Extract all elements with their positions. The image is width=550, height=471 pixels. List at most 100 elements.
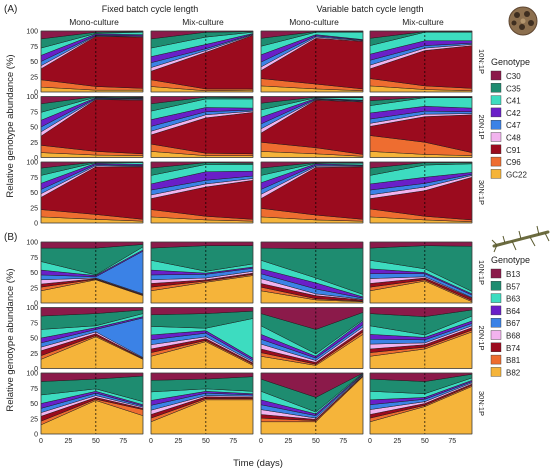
y-tick-label: 100 xyxy=(26,94,38,101)
facet-frame xyxy=(260,161,364,224)
y-tick-label: 50 xyxy=(30,401,38,408)
x-tick-label: 50 xyxy=(421,438,429,445)
facet-frame xyxy=(369,96,473,158)
row-label-a-3: 30N:1P xyxy=(477,180,486,205)
legend-label-B67: B67 xyxy=(506,319,521,328)
row-label-b-1: 10N:1P xyxy=(477,260,486,285)
facet-frame xyxy=(150,241,254,304)
y-tick-label: 50 xyxy=(30,59,38,66)
facet-a-3-3 xyxy=(260,161,364,224)
legend-label-B57: B57 xyxy=(506,282,521,291)
facet-frame xyxy=(40,307,144,369)
facet-b-2-4 xyxy=(369,307,473,369)
legend-label-C91: C91 xyxy=(506,146,521,155)
legend-swatch-C96 xyxy=(490,156,502,167)
row-label-b-3: 30N:1P xyxy=(477,391,486,416)
x-tick-label: 50 xyxy=(92,438,100,445)
facet-a-1-4 xyxy=(369,30,473,93)
column-title-3: Mono-culture xyxy=(289,17,339,27)
y-tick-label: 25 xyxy=(30,416,38,423)
group-title-fixed: Fixed batch cycle length xyxy=(102,4,199,14)
x-tick-label: 75 xyxy=(229,438,237,445)
group-title-variable: Variable batch cycle length xyxy=(317,4,424,14)
legend-label-B74: B74 xyxy=(506,344,521,353)
legend-swatch-B64 xyxy=(490,305,502,316)
facet-frame xyxy=(150,30,254,93)
row-label-b-2: 20N:1P xyxy=(477,325,486,350)
legend-swatch-B67 xyxy=(490,318,502,328)
legend-a-title: Genotype xyxy=(491,57,530,67)
legend-swatch-GC22 xyxy=(490,169,502,179)
y-tick-label: 0 xyxy=(34,155,38,162)
y-tick-label: 0 xyxy=(34,221,38,228)
y-tick-label: 100 xyxy=(26,160,38,167)
legend-label-C96: C96 xyxy=(506,158,521,167)
facet-frame xyxy=(369,307,473,369)
algae-chain-icon xyxy=(491,225,550,253)
facet-b-2-3 xyxy=(260,307,364,369)
y-tick-label: 100 xyxy=(26,240,38,247)
facet-frame xyxy=(150,307,254,369)
y-tick-label: 100 xyxy=(26,305,38,312)
facet-b-1-3 xyxy=(260,241,364,304)
y-tick-label: 75 xyxy=(30,44,38,51)
legend-swatch-B63 xyxy=(490,293,502,303)
facet-a-1-1: 0 25 50 75 100 xyxy=(26,29,144,97)
legend-swatch-C35 xyxy=(490,83,502,93)
facet-a-2-2 xyxy=(150,96,254,158)
facet-frame xyxy=(260,372,364,435)
legend-label-B64: B64 xyxy=(506,307,521,316)
facet-b-3-4: 0 25 50 75 xyxy=(368,372,473,445)
facet-frame xyxy=(150,372,254,435)
facet-b-2-1: 0 25 50 75 100 xyxy=(26,305,144,373)
column-title-1: Mono-culture xyxy=(69,17,119,27)
panel-b-label: (B) xyxy=(4,232,17,243)
facet-b-3-2: 0 25 50 75 xyxy=(149,372,254,445)
x-tick-label: 25 xyxy=(175,438,183,445)
x-tick-label: 0 xyxy=(259,438,263,445)
y-tick-label: 50 xyxy=(30,125,38,132)
legend-swatch-C91 xyxy=(490,144,502,155)
facet-frame xyxy=(369,372,473,435)
y-tick-label: 50 xyxy=(30,190,38,197)
y-tick-label: 25 xyxy=(30,140,38,147)
legend-label-GC22: GC22 xyxy=(506,170,527,179)
row-label-a-2: 20N:1P xyxy=(477,114,486,139)
y-tick-label: 50 xyxy=(30,336,38,343)
legend-swatch-C30 xyxy=(490,70,502,81)
legend-label-C47: C47 xyxy=(506,121,521,130)
y-tick-label: 75 xyxy=(30,109,38,116)
y-tick-label: 75 xyxy=(30,175,38,182)
legend-swatch-B57 xyxy=(490,281,502,291)
daphnia-icon xyxy=(508,6,538,36)
facet-frame xyxy=(40,372,144,435)
x-tick-label: 25 xyxy=(285,438,293,445)
legend-swatch-B68 xyxy=(490,330,502,340)
x-tick-label: 0 xyxy=(39,438,43,445)
facet-frame xyxy=(150,96,254,158)
facet-b-2-2 xyxy=(150,307,254,369)
facet-frame xyxy=(260,96,364,158)
facet-b-1-1: 0 25 50 75 100 xyxy=(26,240,144,308)
y-tick-label: 0 xyxy=(34,301,38,308)
legend-label-B82: B82 xyxy=(506,368,521,377)
facet-frame xyxy=(40,30,144,93)
y-tick-label: 0 xyxy=(34,366,38,373)
y-tick-label: 25 xyxy=(30,74,38,81)
facet-a-2-4 xyxy=(369,96,473,158)
y-axis-label-b: Relative genotype abundance (%) xyxy=(5,268,16,411)
legend-label-B81: B81 xyxy=(506,356,521,365)
y-tick-label: 50 xyxy=(30,270,38,277)
legend-label-C35: C35 xyxy=(506,84,521,93)
facet-a-3-4 xyxy=(369,161,473,224)
facet-a-2-1: 0 25 50 75 100 xyxy=(26,94,144,162)
facet-frame xyxy=(260,30,364,93)
legend-label-C42: C42 xyxy=(506,109,521,118)
x-tick-label: 25 xyxy=(394,438,402,445)
y-tick-label: 0 xyxy=(34,90,38,97)
legend-label-C48: C48 xyxy=(506,134,521,143)
x-tick-label: 0 xyxy=(149,438,153,445)
facet-frame xyxy=(369,241,473,304)
facet-a-3-2 xyxy=(150,161,254,224)
facet-b-1-2 xyxy=(150,241,254,304)
